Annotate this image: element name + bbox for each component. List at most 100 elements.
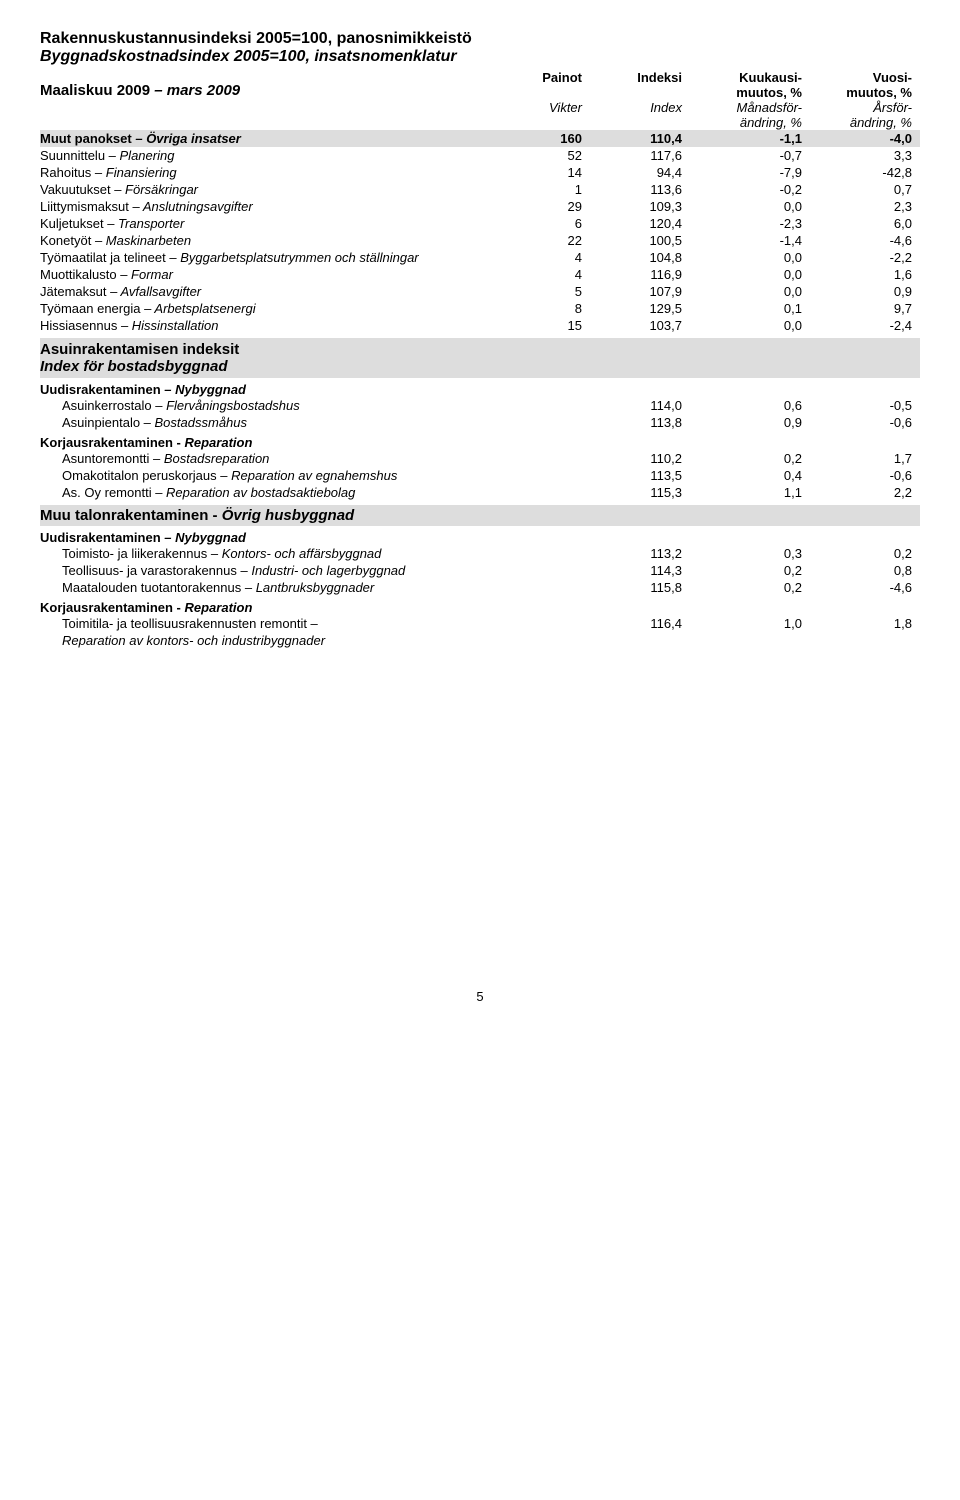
cell-year: 0,9 [810, 284, 920, 299]
cell-index: 115,8 [590, 580, 690, 595]
cell-month: -0,2 [690, 182, 810, 197]
cell-month: 0,0 [690, 284, 810, 299]
row-label: Toimitila- ja teollisuusrakennusten remo… [40, 616, 520, 631]
title-line-1: Rakennuskustannusindeksi 2005=100, panos… [40, 30, 920, 48]
table-row: Muottikalusto – Formar4116,90,01,6 [40, 266, 920, 283]
cell-index: 103,7 [590, 318, 690, 333]
row-label: Suunnittelu – Planering [40, 148, 520, 163]
cell-index: 110,4 [590, 131, 690, 146]
row-label: Muottikalusto – Formar [40, 267, 520, 282]
table-row: Hissiasennus – Hissinstallation15103,70,… [40, 317, 920, 334]
cell-year: -2,2 [810, 250, 920, 265]
row-label: Vakuutukset – Försäkringar [40, 182, 520, 197]
cell-month: 0,3 [690, 546, 810, 561]
sec2-sub1: Uudisrakentaminen – Nybyggnad [40, 530, 920, 545]
cell-index: 100,5 [590, 233, 690, 248]
cell-weight: 160 [520, 131, 590, 146]
cell-year: -0,5 [810, 398, 920, 413]
title-line-2: Byggnadskostnadsindex 2005=100, insatsno… [40, 48, 920, 66]
cell-weight: 8 [520, 301, 590, 316]
cell-year: -4,0 [810, 131, 920, 146]
col-painot: Painot [520, 70, 590, 85]
cell-weight: 1 [520, 182, 590, 197]
cell-index: 117,6 [590, 148, 690, 163]
cell-year: 2,2 [810, 485, 920, 500]
cell-weight: 4 [520, 267, 590, 282]
row-label: Maatalouden tuotantorakennus – Lantbruks… [40, 580, 520, 595]
cell-index: 109,3 [590, 199, 690, 214]
cell-year: 0,7 [810, 182, 920, 197]
cell-year: -0,6 [810, 415, 920, 430]
sec2-rows2-container: Toimitila- ja teollisuusrakennusten remo… [40, 615, 920, 649]
row-label: Konetyöt – Maskinarbeten [40, 233, 520, 248]
row-label: Asuinkerrostalo – Flervåningsbostadshus [40, 398, 520, 413]
column-header-row-1: Maaliskuu 2009 – mars 2009 Painot Indeks… [40, 70, 920, 100]
cell-year: -4,6 [810, 233, 920, 248]
sec1-title-fi: Asuinrakentamisen indeksit [40, 341, 920, 358]
table-row: Rahoitus – Finansiering1494,4-7,9-42,8 [40, 164, 920, 181]
col-vuosi: Vuosi-muutos, % [810, 70, 920, 100]
cell-year: 2,3 [810, 199, 920, 214]
cell-year: 0,2 [810, 546, 920, 561]
row-label: Omakotitalon peruskorjaus – Reparation a… [40, 468, 520, 483]
sec1-sub2: Korjausrakentaminen - Reparation [40, 435, 920, 450]
cell-index: 120,4 [590, 216, 690, 231]
sec2-sub2: Korjausrakentaminen - Reparation [40, 600, 920, 615]
cell-month: 1,0 [690, 616, 810, 631]
cell-year: 3,3 [810, 148, 920, 163]
cell-index: 94,4 [590, 165, 690, 180]
cell-month: 0,0 [690, 318, 810, 333]
cell-index: 114,3 [590, 563, 690, 578]
table-row: Jätemaksut – Avfallsavgifter5107,90,00,9 [40, 283, 920, 300]
cell-weight: 22 [520, 233, 590, 248]
row-label: Toimisto- ja liikerakennus – Kontors- oc… [40, 546, 520, 561]
cell-index: 113,8 [590, 415, 690, 430]
cell-year: -4,6 [810, 580, 920, 595]
cell-index: 113,5 [590, 468, 690, 483]
col-arsfor: Årsför-ändring, % [810, 100, 920, 130]
cell-month: -2,3 [690, 216, 810, 231]
cell-month: 1,1 [690, 485, 810, 500]
table-row: Vakuutukset – Försäkringar1113,6-0,20,7 [40, 181, 920, 198]
cell-year: -0,6 [810, 468, 920, 483]
period-italic: – mars 2009 [150, 82, 240, 99]
section-2-header: Muu talonrakentaminen - Övrig husbyggnad [40, 505, 920, 526]
table-row: Kuljetukset – Transporter6120,4-2,36,0 [40, 215, 920, 232]
cell-index: 116,4 [590, 616, 690, 631]
row-label: Liittymismaksut – Anslutningsavgifter [40, 199, 520, 214]
main-rows-container: Muut panokset – Övriga insatser160110,4-… [40, 130, 920, 334]
col-kuukausi: Kuukausi-muutos, % [690, 70, 810, 100]
cell-weight: 14 [520, 165, 590, 180]
cell-month: -1,1 [690, 131, 810, 146]
col-indeksi: Indeksi [590, 70, 690, 85]
row-label: Muut panokset – Övriga insatser [40, 131, 520, 146]
row-label: Kuljetukset – Transporter [40, 216, 520, 231]
table-row: Teollisuus- ja varastorakennus – Industr… [40, 562, 920, 579]
period-cell: Maaliskuu 2009 – mars 2009 [40, 70, 520, 99]
cell-index: 114,0 [590, 398, 690, 413]
section-1-header: Asuinrakentamisen indeksit Index för bos… [40, 338, 920, 378]
col-manadsfor: Månadsför-ändring, % [690, 100, 810, 130]
cell-index: 116,9 [590, 267, 690, 282]
cell-year: 6,0 [810, 216, 920, 231]
table-row: Asuinkerrostalo – Flervåningsbostadshus 1… [40, 397, 920, 414]
sec1-title-sv: Index för bostadsbyggnad [40, 358, 920, 375]
cell-month: 0,0 [690, 267, 810, 282]
cell-year: 1,6 [810, 267, 920, 282]
table-row: Toimitila- ja teollisuusrakennusten remo… [40, 615, 920, 632]
cell-year: -42,8 [810, 165, 920, 180]
table-row: Konetyöt – Maskinarbeten22100,5-1,4-4,6 [40, 232, 920, 249]
cell-weight: 29 [520, 199, 590, 214]
cell-month: 0,0 [690, 250, 810, 265]
table-row: As. Oy remontti – Reparation av bostadsa… [40, 484, 920, 501]
cell-month: 0,9 [690, 415, 810, 430]
table-row: Omakotitalon peruskorjaus – Reparation a… [40, 467, 920, 484]
cell-month: 0,2 [690, 580, 810, 595]
cell-month: -7,9 [690, 165, 810, 180]
cell-index: 107,9 [590, 284, 690, 299]
row-label: Työmaatilat ja telineet – Byggarbetsplat… [40, 250, 520, 265]
cell-weight: 15 [520, 318, 590, 333]
sec2-title-sv: Övrig husbyggnad [222, 507, 355, 524]
cell-year: 1,7 [810, 451, 920, 466]
sec1-rows-container: Asuinkerrostalo – Flervåningsbostadshus 1… [40, 397, 920, 431]
